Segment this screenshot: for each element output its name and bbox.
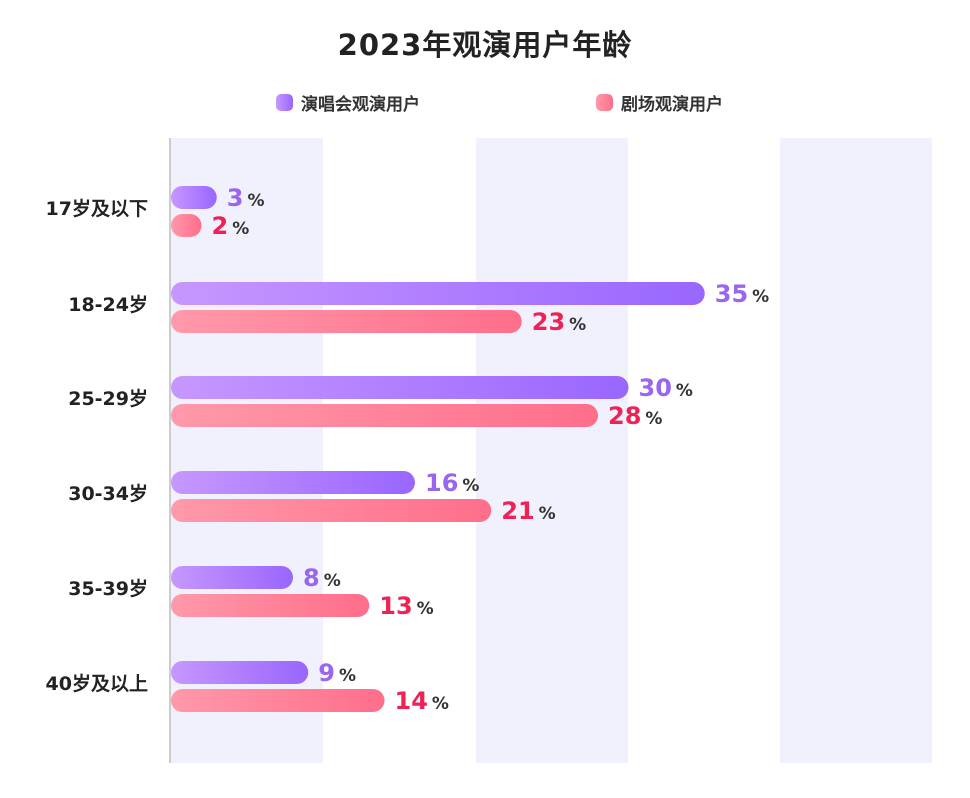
category-label: 35-39岁 xyxy=(68,577,148,600)
category-label: 30-34岁 xyxy=(68,482,148,505)
bar-concert xyxy=(171,186,217,209)
legend-swatch-concert xyxy=(276,94,293,111)
legend-label-concert: 演唱会观演用户 xyxy=(301,95,420,115)
bar-concert xyxy=(171,376,629,399)
category-label: 25-29岁 xyxy=(68,387,148,410)
data-label-theater: 14% xyxy=(395,687,449,715)
data-label-concert: 16% xyxy=(425,469,479,497)
grid-band-2 xyxy=(780,138,932,763)
chart-title: 2023年观演用户年龄 xyxy=(337,28,633,62)
data-label-theater: 21% xyxy=(501,497,555,525)
bar-theater xyxy=(171,594,370,617)
data-label-theater: 28% xyxy=(608,402,662,430)
bar-concert xyxy=(171,471,415,494)
data-label-concert: 9% xyxy=(318,659,356,687)
bar-theater xyxy=(171,404,598,427)
bar-concert xyxy=(171,566,293,589)
data-label-concert: 3% xyxy=(227,184,265,212)
category-label: 18-24岁 xyxy=(68,293,148,316)
bar-theater xyxy=(171,214,202,237)
data-label-concert: 35% xyxy=(715,280,769,308)
legend-item-concert: 演唱会观演用户 xyxy=(276,90,420,115)
data-label-theater: 13% xyxy=(379,592,433,620)
data-label-theater: 2% xyxy=(212,212,250,240)
legend-swatch-theater xyxy=(596,94,613,111)
bar-theater xyxy=(171,310,522,333)
data-label-concert: 8% xyxy=(303,564,341,592)
bar-concert xyxy=(171,661,309,684)
grid-band-1 xyxy=(476,138,628,763)
bar-concert xyxy=(171,282,705,305)
grid-band-0 xyxy=(171,138,323,763)
category-label: 17岁及以下 xyxy=(46,197,148,220)
category-label: 40岁及以上 xyxy=(46,672,148,695)
data-label-concert: 30% xyxy=(639,374,693,402)
legend-label-theater: 剧场观演用户 xyxy=(621,95,723,115)
legend-item-theater: 剧场观演用户 xyxy=(596,90,723,115)
bar-theater xyxy=(171,499,492,522)
bar-theater xyxy=(171,689,385,712)
data-label-theater: 23% xyxy=(532,308,586,336)
